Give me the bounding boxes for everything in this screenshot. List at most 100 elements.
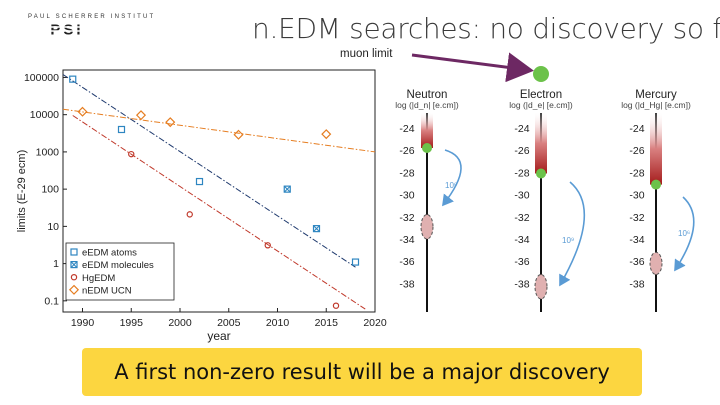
scale-tick-label: -38 <box>399 278 414 290</box>
x-axis-label: year <box>207 329 230 343</box>
scale-tick-label: -32 <box>514 212 529 224</box>
current-limit-dot <box>422 142 432 153</box>
scale-tick-label: -24 <box>514 123 529 135</box>
scale-tick-label: -38 <box>629 278 644 290</box>
data-points <box>69 75 360 309</box>
data-point <box>128 150 135 158</box>
excluded-region <box>535 113 547 174</box>
data-point <box>135 110 147 121</box>
gap-arrow <box>559 181 586 287</box>
scale-tick-label: -26 <box>629 145 644 157</box>
marker-square <box>283 185 291 193</box>
column-title: Electron <box>520 89 562 101</box>
plot-frame <box>62 69 376 313</box>
excluded-region <box>650 113 662 185</box>
legend-label: eEDM atoms <box>82 248 137 259</box>
psi-logo-text: PSI <box>50 22 83 38</box>
marker-square <box>70 248 78 256</box>
scale-tick-label: -36 <box>514 256 529 268</box>
trendlines <box>62 74 376 310</box>
prediction-range <box>420 214 434 240</box>
current-limit-dot <box>651 179 661 190</box>
slide-title: n.EDM searches: no discovery so far <box>252 12 720 45</box>
scale-tick-label: -28 <box>399 167 414 179</box>
y-axis-label: limits (E-29 ecm) <box>16 150 28 233</box>
scale-tick-label: -30 <box>399 190 414 202</box>
gap-label: 10⁶ <box>678 229 690 238</box>
legend-marker <box>68 284 80 295</box>
y-tick-label: 100 <box>41 184 59 196</box>
muon-limit-dot <box>533 66 549 82</box>
marker-square <box>69 75 77 83</box>
y-tick-label: 1000 <box>36 146 60 158</box>
scale-tick-label: -28 <box>629 167 644 179</box>
x-tick-label: 1990 <box>71 317 95 329</box>
excluded-region <box>421 113 433 148</box>
gap-label: 10⁹ <box>562 236 574 245</box>
conclusion-banner: A first non-zero result will be a major … <box>82 348 642 396</box>
data-point <box>117 125 126 134</box>
limits-plot: 100000 10000 1000 100 10 1 0.1 1990 1995 2000 200… <box>16 69 387 343</box>
marker-cross <box>313 225 320 233</box>
data-point <box>165 117 176 128</box>
data-point <box>264 242 271 249</box>
x-tick-label: 2015 <box>315 317 339 329</box>
trendline <box>62 74 356 268</box>
scale-tick-label: -24 <box>399 123 414 135</box>
scale-tick-label: -26 <box>514 145 529 157</box>
trendline <box>72 115 366 310</box>
scale-tick-label: -34 <box>514 234 529 246</box>
x-tick-label: 2020 <box>363 317 387 329</box>
marker-cross <box>283 185 291 193</box>
trendline <box>62 108 376 153</box>
prediction-range <box>649 251 663 276</box>
marker-square <box>351 258 360 266</box>
legend-label: nEDM UCN <box>82 285 132 296</box>
legend-label: HgEDM <box>82 273 115 284</box>
legend-marker <box>70 274 78 281</box>
legend-marker <box>70 261 78 269</box>
x-axis: 1990 1995 2000 2005 2010 2015 2020 <box>71 308 387 329</box>
muon-limit-label: muon limit <box>340 48 393 60</box>
data-point <box>69 75 77 83</box>
marker-square <box>117 125 126 134</box>
scale-tick-label: -32 <box>629 212 644 224</box>
y-tick-label: 10000 <box>30 109 59 121</box>
marker-square <box>195 177 204 186</box>
scale-tick-label: -26 <box>399 145 414 157</box>
conclusion-text: A first non-zero result will be a major … <box>114 360 610 384</box>
x-tick-label: 2005 <box>217 317 241 329</box>
column-axis-label: log (|d_Hg| [e.cm]) <box>621 100 691 110</box>
marker-square <box>312 225 321 233</box>
y-tick-label: 0.1 <box>44 295 59 307</box>
legend-box <box>65 242 175 301</box>
column-title: Neutron <box>407 89 448 101</box>
marker-cross <box>70 261 78 268</box>
data-point <box>186 211 193 218</box>
data-point <box>321 129 332 140</box>
gap-label: 10⁶ <box>445 181 457 190</box>
prediction-range <box>534 274 548 300</box>
column-axis-label: log (|d_n| [e.cm]) <box>395 100 459 110</box>
data-point <box>233 129 244 140</box>
scale-tick-label: -38 <box>514 278 529 290</box>
data-point <box>351 258 360 266</box>
legend-marker <box>70 248 78 256</box>
column-axis-label: log (|d_e| [e.cm]) <box>509 100 573 110</box>
scale-tick-label: -34 <box>629 234 644 246</box>
data-point <box>77 106 88 117</box>
gap-arrow <box>442 149 462 207</box>
scale-tick-label: -32 <box>399 212 414 224</box>
x-tick-label: 1995 <box>120 317 144 329</box>
y-tick-label: 1 <box>53 258 59 270</box>
y-tick-label: 100000 <box>24 72 59 84</box>
psi-logo: PSI <box>44 21 90 37</box>
scale-tick-label: -28 <box>514 167 529 179</box>
y-axis: 100000 10000 1000 100 10 1 0.1 <box>24 72 67 307</box>
scale-tick-label: -30 <box>514 190 529 202</box>
